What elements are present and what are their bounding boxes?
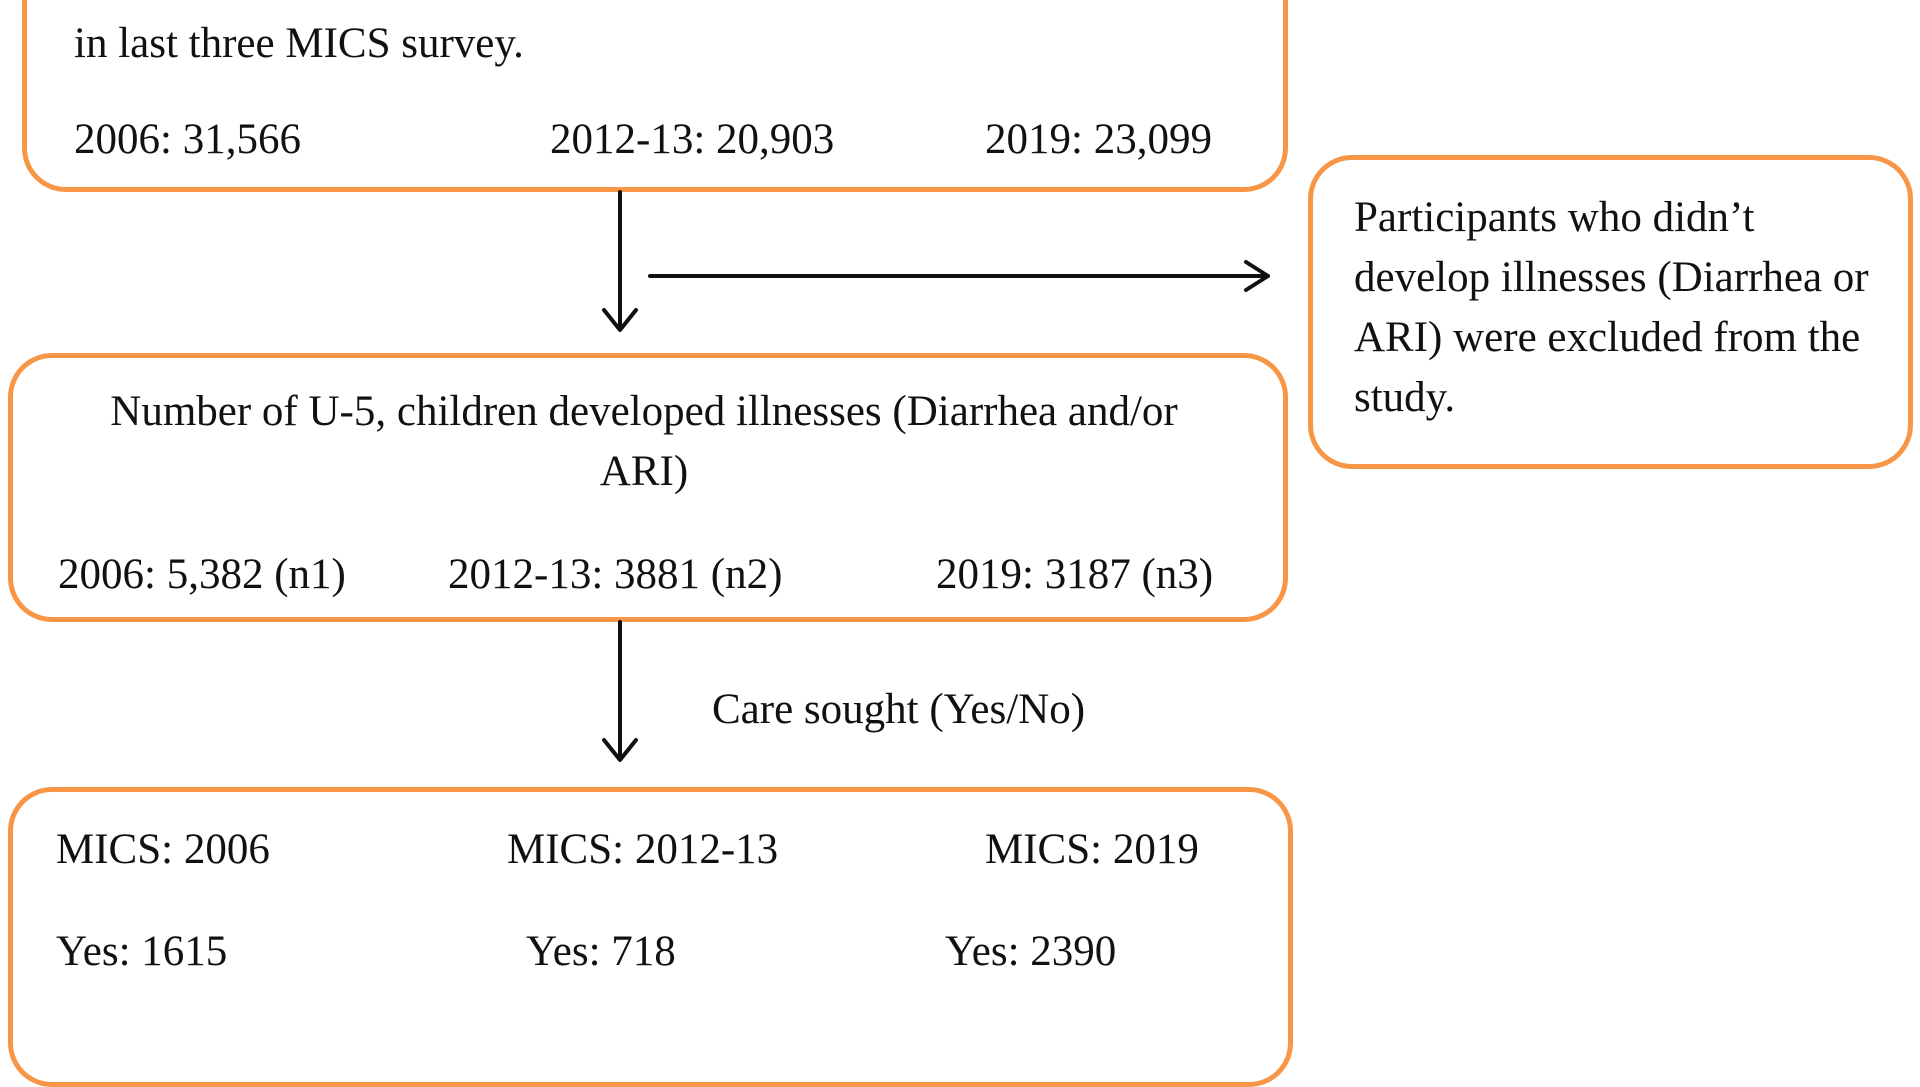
arrow-right-exclusion [648,260,1270,292]
count-2019: 2019: 23,099 [985,116,1212,163]
illness-count-2006: 2006: 5,382 (n1) [58,551,346,598]
illness-count-2012-13: 2012-13: 3881 (n2) [448,551,783,598]
yes-2012-13: Yes: 718 [526,928,676,975]
exclusion-text: Participants who didn’t develop illnesse… [1354,194,1869,421]
box-total-children-text: in last three MICS survey. [74,20,524,67]
connector-arrows [602,190,1270,762]
illness-title: Number of U-5, children developed illnes… [110,388,1178,495]
count-2006: 2006: 31,566 [74,116,301,163]
survey-2006: MICS: 2006 [56,826,270,873]
yes-2019: Yes: 2390 [945,928,1117,975]
care-sought-label: Care sought (Yes/No) [712,686,1086,733]
arrow-down-1 [602,190,638,332]
box-total-children [22,0,1288,192]
box-exclusion [1308,155,1913,469]
survey-2019: MICS: 2019 [985,826,1199,873]
survey-2012-13: MICS: 2012-13 [507,826,779,873]
yes-2006: Yes: 1615 [56,928,228,975]
count-2012-13: 2012-13: 20,903 [550,116,835,163]
arrow-down-2 [602,620,638,762]
box-illness-children [8,353,1288,622]
illness-count-2019: 2019: 3187 (n3) [936,551,1214,598]
